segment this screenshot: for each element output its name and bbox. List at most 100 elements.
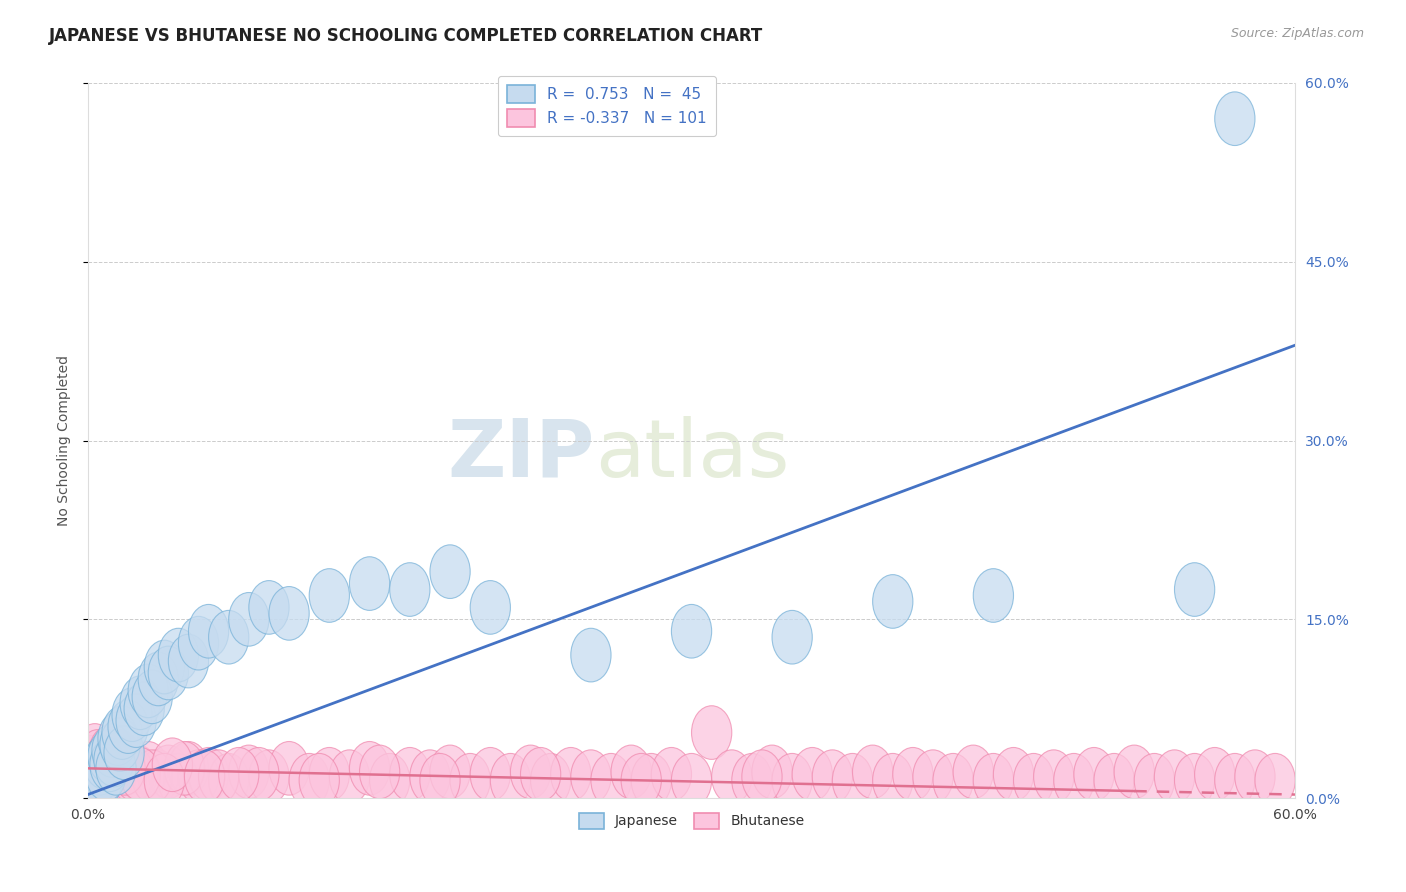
Ellipse shape xyxy=(350,557,389,610)
Ellipse shape xyxy=(188,747,229,801)
Text: atlas: atlas xyxy=(595,416,789,494)
Y-axis label: No Schooling Completed: No Schooling Completed xyxy=(58,355,72,526)
Ellipse shape xyxy=(229,745,269,798)
Ellipse shape xyxy=(450,754,491,807)
Ellipse shape xyxy=(91,754,132,807)
Ellipse shape xyxy=(73,750,114,804)
Ellipse shape xyxy=(389,563,430,616)
Ellipse shape xyxy=(1033,750,1074,804)
Ellipse shape xyxy=(249,750,290,804)
Ellipse shape xyxy=(80,745,120,798)
Ellipse shape xyxy=(912,750,953,804)
Ellipse shape xyxy=(82,754,122,807)
Ellipse shape xyxy=(1195,747,1234,801)
Ellipse shape xyxy=(672,754,711,807)
Ellipse shape xyxy=(329,750,370,804)
Ellipse shape xyxy=(108,700,148,754)
Ellipse shape xyxy=(631,754,672,807)
Ellipse shape xyxy=(470,581,510,634)
Ellipse shape xyxy=(1114,745,1154,798)
Ellipse shape xyxy=(621,754,661,807)
Ellipse shape xyxy=(208,610,249,664)
Ellipse shape xyxy=(309,747,350,801)
Ellipse shape xyxy=(77,757,117,811)
Ellipse shape xyxy=(169,741,208,795)
Ellipse shape xyxy=(731,754,772,807)
Ellipse shape xyxy=(692,706,731,759)
Ellipse shape xyxy=(651,747,692,801)
Ellipse shape xyxy=(1256,754,1295,807)
Ellipse shape xyxy=(1074,747,1114,801)
Ellipse shape xyxy=(742,750,782,804)
Ellipse shape xyxy=(772,754,813,807)
Ellipse shape xyxy=(120,676,160,730)
Ellipse shape xyxy=(165,741,204,795)
Ellipse shape xyxy=(124,681,165,736)
Ellipse shape xyxy=(70,754,110,807)
Ellipse shape xyxy=(530,754,571,807)
Ellipse shape xyxy=(370,754,409,807)
Ellipse shape xyxy=(100,730,141,783)
Ellipse shape xyxy=(1174,754,1215,807)
Ellipse shape xyxy=(973,569,1014,623)
Ellipse shape xyxy=(128,664,169,718)
Ellipse shape xyxy=(832,754,873,807)
Ellipse shape xyxy=(145,754,184,807)
Ellipse shape xyxy=(80,738,121,791)
Ellipse shape xyxy=(73,741,112,795)
Ellipse shape xyxy=(208,754,249,807)
Ellipse shape xyxy=(269,587,309,640)
Ellipse shape xyxy=(159,754,198,807)
Ellipse shape xyxy=(953,745,994,798)
Ellipse shape xyxy=(159,628,198,681)
Ellipse shape xyxy=(138,750,179,804)
Ellipse shape xyxy=(1135,754,1174,807)
Ellipse shape xyxy=(94,733,134,787)
Ellipse shape xyxy=(873,754,912,807)
Ellipse shape xyxy=(198,750,239,804)
Ellipse shape xyxy=(420,754,460,807)
Ellipse shape xyxy=(290,754,329,807)
Ellipse shape xyxy=(86,747,127,801)
Ellipse shape xyxy=(87,733,128,787)
Ellipse shape xyxy=(148,646,188,700)
Ellipse shape xyxy=(70,736,111,789)
Ellipse shape xyxy=(76,747,117,801)
Ellipse shape xyxy=(219,747,259,801)
Ellipse shape xyxy=(179,616,219,670)
Ellipse shape xyxy=(87,730,128,783)
Ellipse shape xyxy=(1234,750,1275,804)
Ellipse shape xyxy=(117,694,156,747)
Legend: Japanese, Bhutanese: Japanese, Bhutanese xyxy=(574,807,810,834)
Ellipse shape xyxy=(591,754,631,807)
Ellipse shape xyxy=(132,750,173,804)
Ellipse shape xyxy=(350,741,389,795)
Ellipse shape xyxy=(269,741,309,795)
Ellipse shape xyxy=(128,741,169,795)
Ellipse shape xyxy=(80,741,120,795)
Ellipse shape xyxy=(470,747,510,801)
Ellipse shape xyxy=(409,750,450,804)
Ellipse shape xyxy=(84,738,124,791)
Text: JAPANESE VS BHUTANESE NO SCHOOLING COMPLETED CORRELATION CHART: JAPANESE VS BHUTANESE NO SCHOOLING COMPL… xyxy=(49,27,763,45)
Ellipse shape xyxy=(98,736,138,789)
Ellipse shape xyxy=(101,745,142,798)
Ellipse shape xyxy=(104,726,145,780)
Ellipse shape xyxy=(1215,92,1256,145)
Ellipse shape xyxy=(179,750,219,804)
Ellipse shape xyxy=(249,581,290,634)
Ellipse shape xyxy=(299,754,339,807)
Ellipse shape xyxy=(89,726,129,780)
Ellipse shape xyxy=(101,706,142,759)
Ellipse shape xyxy=(551,747,591,801)
Ellipse shape xyxy=(120,747,160,801)
Ellipse shape xyxy=(148,745,188,798)
Ellipse shape xyxy=(138,652,179,706)
Ellipse shape xyxy=(994,747,1033,801)
Ellipse shape xyxy=(309,569,350,623)
Ellipse shape xyxy=(94,741,134,795)
Ellipse shape xyxy=(510,745,551,798)
Ellipse shape xyxy=(1053,754,1094,807)
Ellipse shape xyxy=(1215,754,1256,807)
Ellipse shape xyxy=(152,738,193,791)
